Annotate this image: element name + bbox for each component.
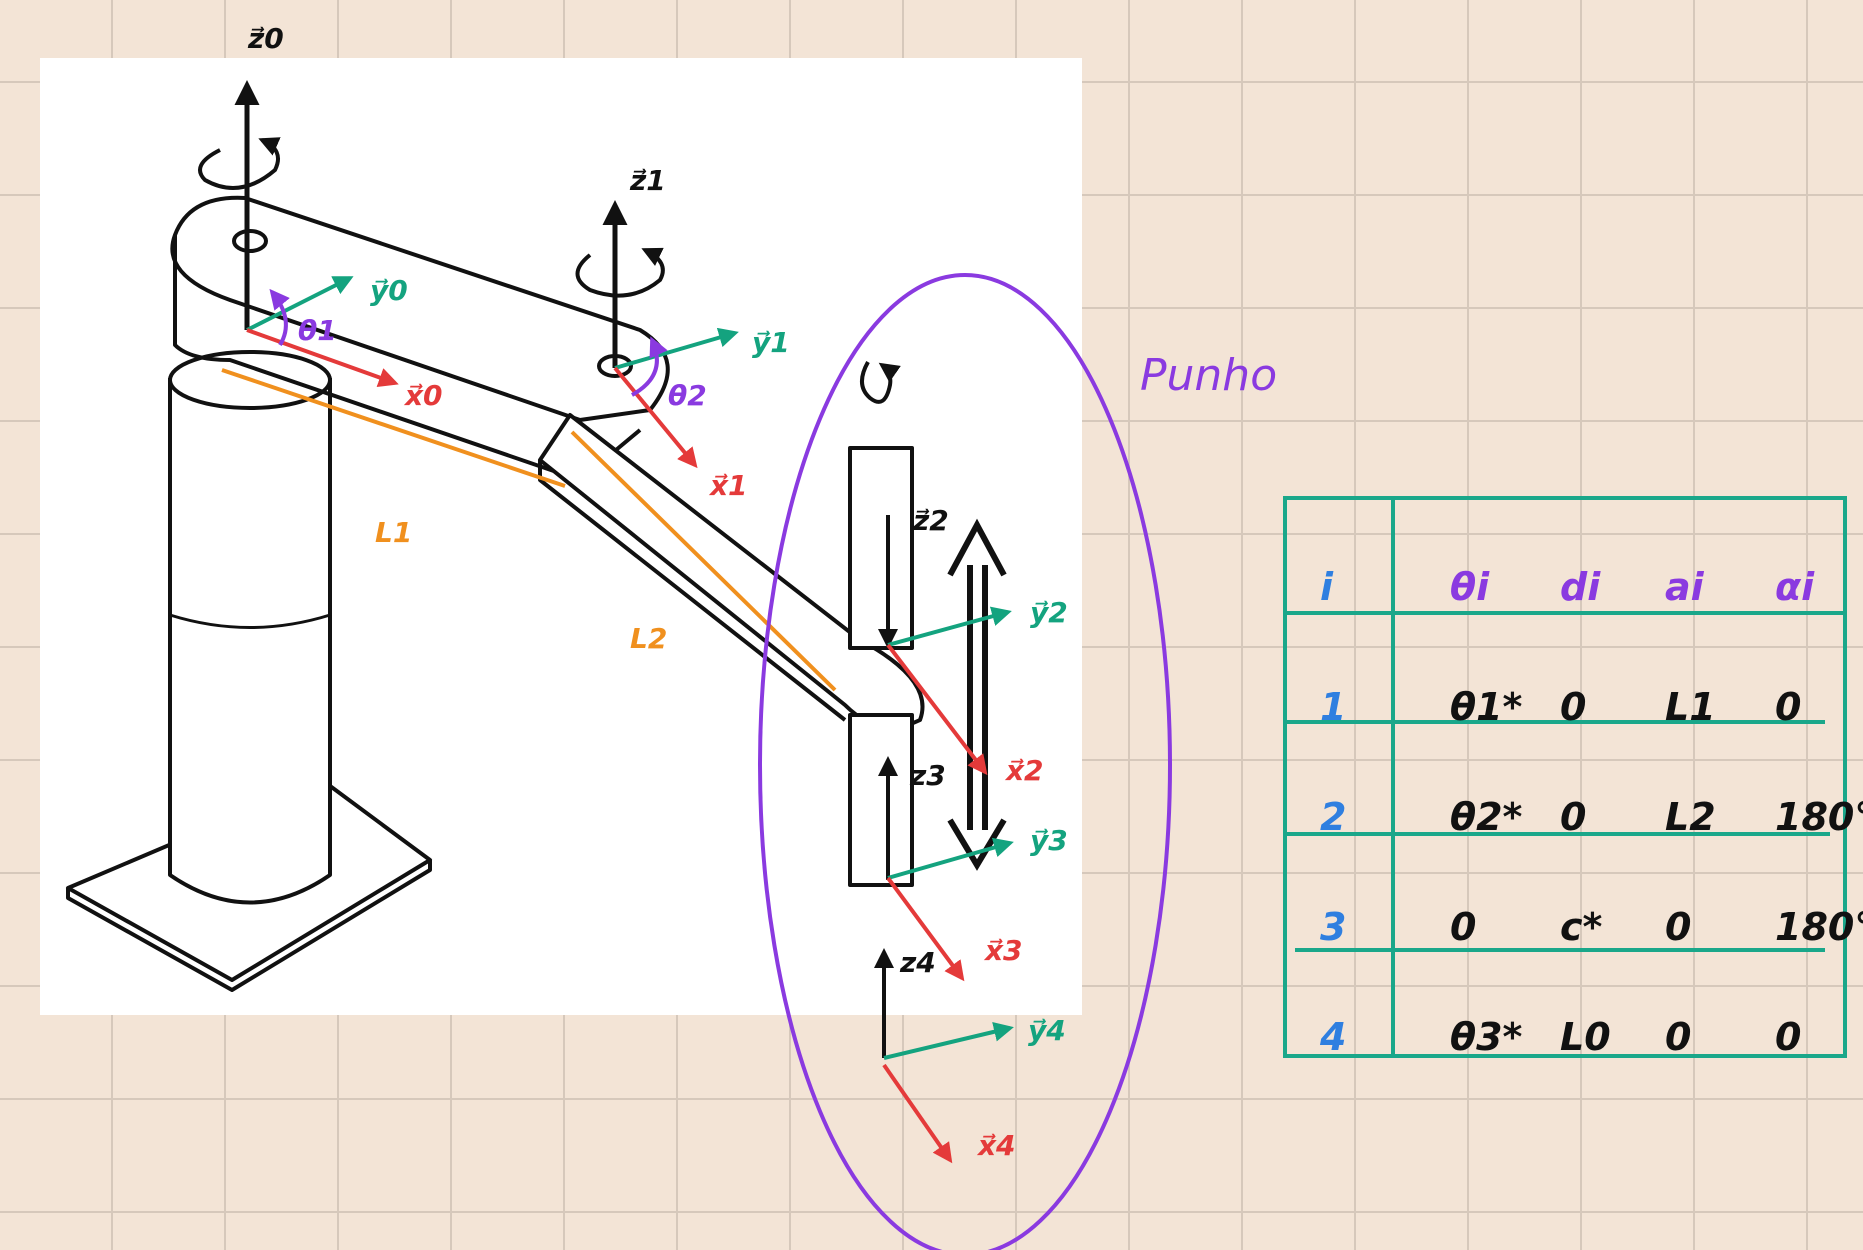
y4-label: y⃗4 bbox=[1028, 1014, 1066, 1047]
dh-header-cell: αi bbox=[1775, 565, 1815, 609]
dh-cell: 0 bbox=[1560, 685, 1586, 729]
tool-shaft-lower bbox=[848, 713, 914, 887]
dh-cell: c* bbox=[1560, 905, 1603, 949]
l1-label: L1 bbox=[375, 516, 412, 549]
y1-label: y⃗1 bbox=[752, 326, 790, 359]
x2-axis bbox=[886, 643, 988, 776]
x4-label: x⃗4 bbox=[976, 1129, 1016, 1162]
wrist-ellipse bbox=[758, 273, 1172, 1250]
theta1-label: θ1 bbox=[298, 314, 337, 347]
dh-row-index: 3 bbox=[1320, 905, 1346, 949]
z1-label: z⃗1 bbox=[629, 164, 666, 197]
dh-cell: θ3* bbox=[1450, 1015, 1523, 1059]
x1-axis bbox=[613, 366, 698, 469]
x3-axis bbox=[886, 876, 965, 982]
joint-1-rotation-icon bbox=[198, 137, 281, 190]
dh-header-cell: θi bbox=[1450, 565, 1490, 609]
dh-cell: 180° bbox=[1775, 795, 1863, 839]
dh-cell: 180° bbox=[1775, 905, 1863, 949]
dh-cell: L0 bbox=[1560, 1015, 1611, 1059]
dh-cell: L2 bbox=[1665, 795, 1716, 839]
x3-label: x⃗3 bbox=[983, 934, 1023, 967]
y2-axis bbox=[887, 606, 1012, 647]
dh-cell: 0 bbox=[1775, 1015, 1801, 1059]
joint-2-rotation-icon bbox=[575, 247, 665, 298]
dh-cell: 0 bbox=[1665, 905, 1691, 949]
y3-axis bbox=[887, 837, 1014, 880]
dh-cell: 0 bbox=[1665, 1015, 1691, 1059]
wrist-rotation-icon bbox=[860, 361, 901, 404]
base-plate-edge bbox=[66, 860, 432, 992]
dh-row-index: 4 bbox=[1319, 1015, 1346, 1059]
dh-row-index: 1 bbox=[1320, 685, 1346, 729]
z4-label: z4 bbox=[899, 946, 936, 979]
dh-header-cell: ai bbox=[1665, 565, 1705, 609]
x0-axis bbox=[246, 328, 399, 388]
dh-cell: L1 bbox=[1665, 685, 1716, 729]
z3-label: z3 bbox=[909, 759, 946, 792]
dh-row-index: 2 bbox=[1320, 795, 1346, 839]
arm-1 bbox=[170, 195, 670, 422]
x0-label: x⃗0 bbox=[403, 379, 443, 412]
l2-label: L2 bbox=[630, 622, 667, 655]
theta2-arc bbox=[631, 336, 668, 397]
y1-axis bbox=[614, 327, 739, 370]
wrist-label: Punho bbox=[1140, 350, 1277, 401]
x1-label: x⃗1 bbox=[708, 469, 748, 502]
dh-cell: 0 bbox=[1775, 685, 1801, 729]
y3-label: y⃗3 bbox=[1030, 824, 1068, 857]
prismatic-motion-arrow bbox=[947, 518, 1007, 871]
dh-cell: 0 bbox=[1450, 905, 1476, 949]
column-seam bbox=[169, 613, 331, 629]
l2-dimension-line bbox=[570, 430, 837, 692]
dh-cell: θ2* bbox=[1450, 795, 1523, 839]
l1-dimension-line bbox=[221, 368, 566, 488]
x4-axis bbox=[882, 1063, 953, 1164]
tool-shaft-upper bbox=[848, 446, 914, 650]
y4-axis bbox=[883, 1021, 1014, 1060]
z2-label: z⃗2 bbox=[912, 504, 949, 537]
arm-1-side bbox=[173, 235, 642, 482]
column bbox=[168, 378, 332, 905]
dh-cell: θ1* bbox=[1450, 685, 1523, 729]
y2-label: y⃗2 bbox=[1030, 596, 1068, 629]
theta1-arc bbox=[269, 288, 290, 347]
dh-header-cell: di bbox=[1560, 565, 1601, 609]
dh-table bbox=[1283, 496, 1847, 1058]
dh-header-cell: i bbox=[1320, 565, 1334, 609]
joint-1-hub bbox=[232, 229, 268, 253]
y0-axis bbox=[246, 276, 354, 332]
theta2-label: θ2 bbox=[668, 379, 707, 412]
dh-cell: 0 bbox=[1560, 795, 1586, 839]
x2-label: x⃗2 bbox=[1004, 754, 1044, 787]
arm-2-side bbox=[538, 460, 847, 722]
z0-label: z⃗0 bbox=[247, 22, 284, 55]
y0-label: y⃗0 bbox=[370, 274, 408, 307]
